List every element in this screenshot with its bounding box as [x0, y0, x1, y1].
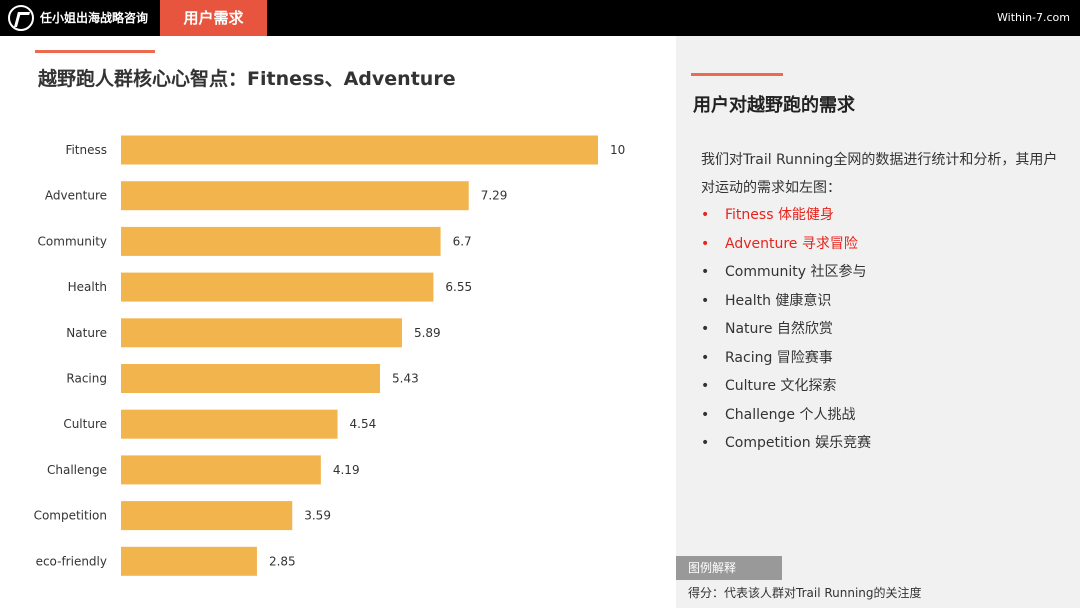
- bar-health: [121, 272, 434, 302]
- category-label: Adventure: [45, 189, 107, 203]
- top-bar: 任小姐出海战略咨询 用户需求 Within-7.com: [0, 0, 1080, 36]
- bullet-dot-icon: •: [701, 264, 710, 280]
- needs-heading: 用户对越野跑的需求: [693, 95, 855, 116]
- needs-list-item-label: Fitness 体能健身: [725, 207, 834, 223]
- bullet-dot-icon: •: [701, 349, 710, 366]
- chart-title: 越野跑人群核心心智点：Fitness、Adventure: [38, 68, 456, 90]
- value-label: 2.85: [269, 554, 296, 568]
- value-label: 5.89: [414, 326, 441, 340]
- value-label: 6.55: [445, 280, 472, 294]
- needs-list-item: • Competition 娱乐竞赛: [701, 429, 871, 458]
- needs-list-item: • Culture 文化探索: [701, 372, 871, 401]
- tab-user-needs[interactable]: 用户需求: [160, 0, 267, 36]
- bullet-dot-icon: •: [701, 321, 710, 337]
- value-label: 10: [610, 143, 625, 157]
- bullet-dot-icon: •: [701, 435, 710, 451]
- bar-adventure: [121, 181, 469, 211]
- value-label: 3.59: [304, 509, 331, 523]
- legend-tag: 图例解释: [676, 556, 782, 580]
- bullet-dot-icon: •: [701, 207, 710, 223]
- needs-list-item: • Challenge 个人挑战: [701, 401, 871, 430]
- category-label: Racing: [66, 372, 107, 386]
- needs-list-item-label: Racing 冒险赛事: [725, 349, 833, 366]
- needs-list-item: • Health 健康意识: [701, 287, 871, 316]
- needs-list-item-label: Challenge 个人挑战: [725, 406, 856, 423]
- needs-list-item-label: Nature 自然欣赏: [725, 321, 833, 337]
- category-label: Health: [68, 280, 107, 294]
- needs-list-item: • Fitness 体能健身: [701, 201, 871, 230]
- category-label: Culture: [63, 417, 107, 431]
- bar-challenge: [121, 455, 321, 485]
- needs-list-item-label: Culture 文化探索: [725, 378, 837, 394]
- bar-eco-friendly: [121, 546, 257, 576]
- category-label: eco-friendly: [36, 554, 107, 568]
- needs-list: • Fitness 体能健身 • Adventure 寻求冒险 • Community 社…: [701, 201, 871, 458]
- bar-nature: [121, 318, 402, 348]
- needs-list-item: • Community 社区参与: [701, 258, 871, 287]
- bar-fitness: [121, 135, 598, 165]
- title-accent-line: [35, 50, 155, 53]
- value-label: 4.54: [350, 417, 377, 431]
- needs-list-item-label: Adventure 寻求冒险: [725, 235, 858, 252]
- value-label: 7.29: [481, 189, 508, 203]
- bar-chart: Fitness 10 Adventure 7.29 Community 6.7 Health…: [34, 135, 625, 576]
- needs-list-item-label: Competition 娱乐竞赛: [725, 435, 872, 451]
- category-label: Fitness: [65, 143, 107, 157]
- needs-list-item: • Racing 冒险赛事: [701, 344, 871, 373]
- bar-community: [121, 226, 441, 256]
- bar-competition: [121, 501, 293, 531]
- category-label: Community: [38, 234, 107, 248]
- value-label: 6.7: [453, 234, 472, 248]
- bar-culture: [121, 409, 338, 439]
- legend-note: 得分：代表该人群对Trail Running的关注度: [688, 586, 922, 600]
- logo-icon: [8, 5, 34, 31]
- bullet-dot-icon: •: [701, 406, 710, 423]
- brand-name: 任小姐出海战略咨询: [40, 11, 149, 25]
- bullet-dot-icon: •: [701, 292, 710, 309]
- right-panel: 用户对越野跑的需求 我们对Trail Running全网的数据进行统计和分析，其…: [676, 36, 1080, 608]
- needs-list-item: • Adventure 寻求冒险: [701, 230, 871, 259]
- site-url[interactable]: Within-7.com: [997, 11, 1070, 24]
- needs-list-item-label: Health 健康意识: [725, 292, 832, 309]
- category-label: Challenge: [47, 463, 107, 477]
- bar-racing: [121, 364, 381, 393]
- needs-list-item: • Nature 自然欣赏: [701, 315, 871, 344]
- value-label: 4.19: [333, 463, 360, 477]
- intro-text: 我们对Trail Running全网的数据进行统计和分析，其用户对运动的需求如左…: [701, 152, 1058, 196]
- needs-list-item-label: Community 社区参与: [725, 264, 867, 280]
- bullet-dot-icon: •: [701, 235, 710, 252]
- category-label: Competition: [34, 509, 107, 523]
- value-label: 5.43: [392, 372, 419, 386]
- bullet-dot-icon: •: [701, 378, 710, 394]
- category-label: Nature: [66, 326, 107, 340]
- heading-accent-line: [691, 73, 783, 76]
